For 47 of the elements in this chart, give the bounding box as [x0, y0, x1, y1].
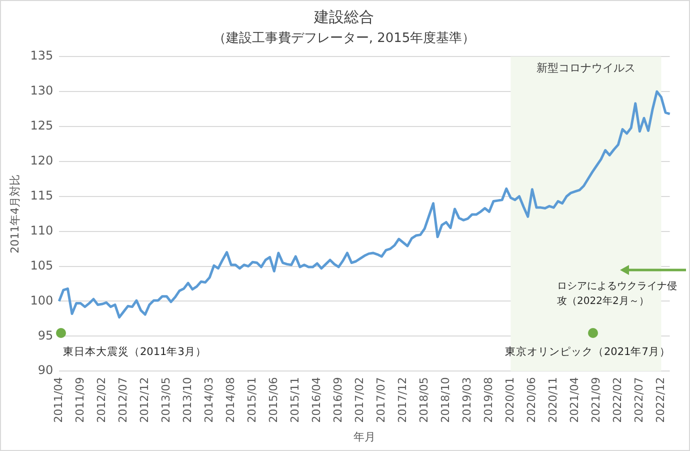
x-tick-label: 2011/09: [73, 377, 86, 423]
x-tick-label: 2018/05: [418, 377, 431, 423]
x-tick-label: 2019/08: [482, 377, 496, 423]
x-tick-label: 2017/02: [353, 377, 366, 423]
x-tick-label: 2012/07: [116, 377, 130, 423]
y-tick-label: 95: [38, 328, 54, 342]
y-tick-label: 120: [30, 154, 54, 168]
x-tick-label: 2022/02: [611, 377, 624, 423]
y-tick-label: 105: [30, 258, 54, 272]
y-tick-label: 125: [30, 118, 54, 133]
y-tick-label: 115: [30, 188, 54, 203]
x-tick-label: 2018/10: [439, 377, 452, 423]
y-tick-label: 130: [30, 84, 54, 98]
annotation: 東日本大震災（2011年3月）: [63, 345, 206, 359]
x-tick-label: 2020/06: [525, 377, 538, 423]
y-tick-label: 135: [30, 48, 54, 63]
x-tick-label: 2015/11: [288, 377, 302, 423]
x-tick-label: 2016/04: [310, 377, 324, 423]
annotation: ロシアによるウクライナ侵攻（2022年2月～）: [557, 280, 678, 309]
x-tick-label: 2021/09: [590, 377, 603, 423]
y-tick-label: 110: [30, 223, 54, 238]
x-tick-label: 2013/10: [180, 377, 194, 423]
chart-subtitle: （建設工事費デフレーター, 2015年度基準）: [212, 30, 476, 46]
x-tick-label: 2017/12: [396, 377, 410, 423]
x-tick-label: 2012/02: [94, 377, 108, 423]
x-tick-label: 2015/06: [266, 377, 280, 423]
x-tick-label: 2017/07: [374, 377, 388, 423]
x-tick-label: 2016/09: [332, 377, 345, 423]
x-axis-title: 年月: [353, 430, 376, 444]
x-tick-label: 2011/04: [52, 377, 65, 423]
band-label: 新型コロナウイルス: [536, 61, 636, 74]
x-tick-label: 2020/11: [546, 377, 560, 423]
x-tick-label: 2013/05: [159, 377, 172, 423]
x-tick-label: 2020/01: [504, 377, 517, 423]
x-tick-label: 2021/04: [568, 377, 582, 423]
x-tick-label: 2022/07: [632, 377, 646, 423]
x-tick-label: 2012/12: [138, 377, 151, 423]
x-tick-label: 2019/03: [460, 377, 474, 423]
chart-title: 建設総合: [313, 8, 374, 26]
x-tick-label: 2022/12: [654, 377, 668, 423]
y-axis-title: 2011年4月対比: [8, 174, 22, 254]
x-tick-label: 2014/03: [202, 377, 216, 423]
y-tick-label: 90: [38, 363, 54, 378]
annotation: 東京オリンピック（2021年7月）: [505, 345, 670, 359]
x-tick-label: 2014/08: [224, 377, 237, 423]
x-tick-label: 2015/01: [245, 377, 258, 423]
y-tick-label: 100: [30, 293, 54, 308]
